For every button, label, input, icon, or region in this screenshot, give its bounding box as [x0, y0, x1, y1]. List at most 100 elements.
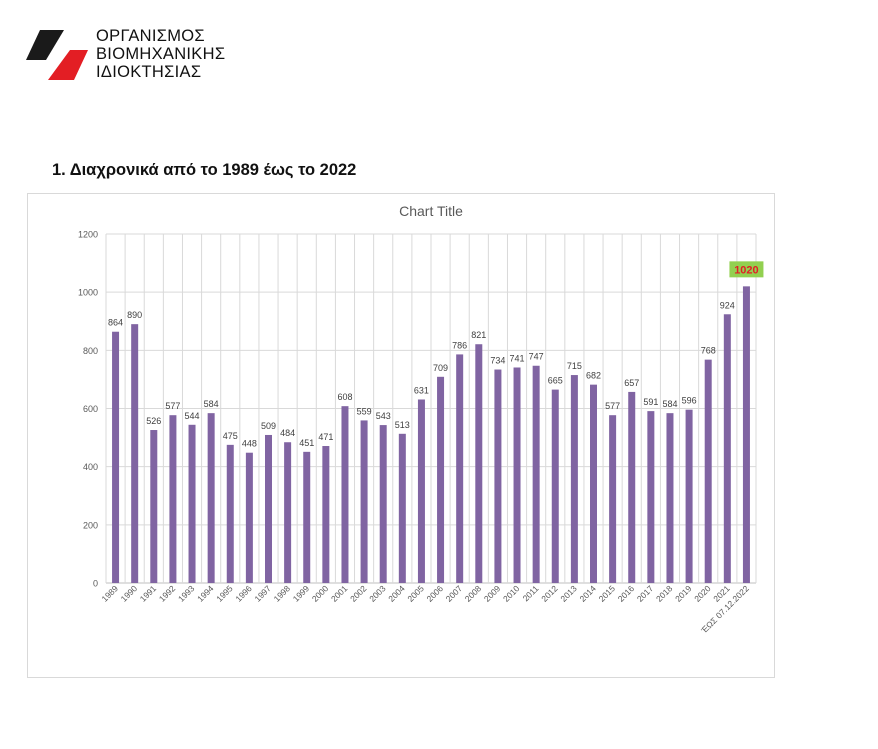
data-label: 786 — [452, 340, 467, 350]
data-label: 577 — [605, 401, 620, 411]
data-label: 526 — [146, 416, 161, 426]
x-tick-label: 2013 — [558, 583, 579, 604]
data-label: 591 — [643, 397, 658, 407]
x-tick-label: 2011 — [521, 583, 541, 603]
x-tick-label: 1999 — [291, 583, 312, 604]
x-tick-label: 2002 — [348, 583, 369, 604]
data-label: 1020 — [734, 264, 758, 276]
logo-red-shape — [48, 50, 88, 80]
data-label: 577 — [165, 401, 180, 411]
data-label: 484 — [280, 428, 295, 438]
x-tick-label: 2015 — [597, 583, 618, 604]
data-label: 584 — [204, 399, 219, 409]
data-label: 596 — [682, 396, 697, 406]
bar — [150, 430, 158, 583]
x-tick-label: 2017 — [635, 583, 656, 604]
y-tick-label: 400 — [83, 462, 98, 472]
x-tick-label: 2009 — [482, 583, 503, 604]
x-tick-label: 1990 — [119, 583, 140, 604]
section-heading: 1. Διαχρονικά από το 1989 έως το 2022 — [52, 161, 357, 179]
bar — [207, 413, 215, 583]
y-tick-label: 0 — [93, 579, 98, 589]
organization-name: ΟΡΓΑΝΙΣΜΟΣ ΒΙΟΜΗΧΑΝΙΚΗΣ ΙΔΙΟΚΤΗΣΙΑΣ — [96, 27, 225, 81]
x-tick-label: 2005 — [405, 583, 426, 604]
y-tick-label: 800 — [83, 346, 98, 356]
bar — [169, 415, 177, 583]
data-label: 544 — [185, 411, 200, 421]
chart-frame: Chart Title 0 200 400 600 800 1000 1200 864 1989 8… — [27, 193, 775, 678]
bar — [398, 433, 406, 583]
data-label: 747 — [529, 352, 544, 362]
y-tick-label: 1200 — [78, 230, 98, 240]
bar — [456, 354, 464, 583]
data-label: 741 — [510, 353, 525, 363]
data-label: 665 — [548, 376, 563, 386]
bar — [647, 411, 655, 583]
y-tick-label: 600 — [83, 404, 98, 414]
data-label: 471 — [318, 432, 333, 442]
data-label: 864 — [108, 318, 123, 328]
data-label: 890 — [127, 310, 142, 320]
data-label: 924 — [720, 300, 735, 310]
data-label: 448 — [242, 439, 257, 449]
data-label: 608 — [337, 392, 352, 402]
bar — [609, 415, 617, 583]
data-label: 657 — [624, 378, 639, 388]
bar — [417, 399, 425, 583]
x-tick-label: 2003 — [367, 583, 388, 604]
bar — [532, 365, 540, 583]
bar — [590, 384, 597, 583]
bar — [112, 331, 120, 583]
bar — [131, 324, 139, 583]
data-label: 509 — [261, 421, 276, 431]
highlight-label-box — [729, 261, 764, 278]
x-tick-label: 2008 — [463, 583, 484, 604]
data-label: 631 — [414, 385, 429, 395]
bar — [379, 425, 387, 583]
bar — [742, 286, 750, 583]
x-tick-label: 1994 — [195, 583, 216, 604]
data-label: 475 — [223, 431, 238, 441]
organization-name-line-1: ΟΡΓΑΝΙΣΜΟΣ — [96, 27, 205, 45]
organization-name-line-2: ΒΙΟΜΗΧΑΝΙΚΗΣ — [96, 45, 226, 63]
bar — [226, 444, 234, 583]
data-label: 709 — [433, 363, 448, 373]
x-tick-label: 2018 — [654, 583, 675, 604]
x-tick-label: 1992 — [157, 583, 178, 604]
data-label: 559 — [357, 406, 372, 416]
y-tick-label: 200 — [83, 520, 98, 530]
organization-name-line-3: ΙΔΙΟΚΤΗΣΙΑΣ — [96, 63, 202, 81]
data-label: 768 — [701, 346, 716, 356]
bar — [245, 452, 253, 583]
bar — [551, 389, 559, 583]
organization-logo — [26, 30, 88, 80]
x-tick-label: 2016 — [616, 583, 637, 604]
bar — [360, 420, 368, 583]
data-label: 682 — [586, 371, 601, 381]
x-tick-label: 1993 — [176, 583, 197, 604]
x-tick-label: 1989 — [100, 583, 121, 604]
chart-title: Chart Title — [399, 203, 463, 219]
bar — [341, 406, 349, 583]
bar — [303, 451, 311, 583]
x-tick-label: 1997 — [252, 583, 273, 604]
bar — [475, 344, 483, 583]
logo-dark-shape — [26, 30, 64, 60]
x-tick-label: 2001 — [329, 583, 350, 604]
bar — [494, 369, 502, 583]
bar — [265, 434, 272, 583]
data-label: 543 — [376, 411, 391, 421]
data-label: 513 — [395, 420, 410, 430]
x-tick-label: 2012 — [539, 583, 560, 604]
x-tick-label: 2004 — [386, 583, 407, 604]
bar-chart: Chart Title 0 200 400 600 800 1000 1200 864 1989 8… — [78, 203, 764, 636]
x-tick-label: 1996 — [233, 583, 254, 604]
data-label: 734 — [490, 356, 505, 366]
x-tick-label: 1991 — [138, 583, 159, 604]
bar — [628, 391, 636, 583]
bar — [685, 409, 693, 583]
x-tick-label: 2006 — [425, 583, 446, 604]
bar — [704, 359, 712, 583]
bar — [570, 375, 578, 583]
x-tick-label: 1995 — [214, 583, 235, 604]
